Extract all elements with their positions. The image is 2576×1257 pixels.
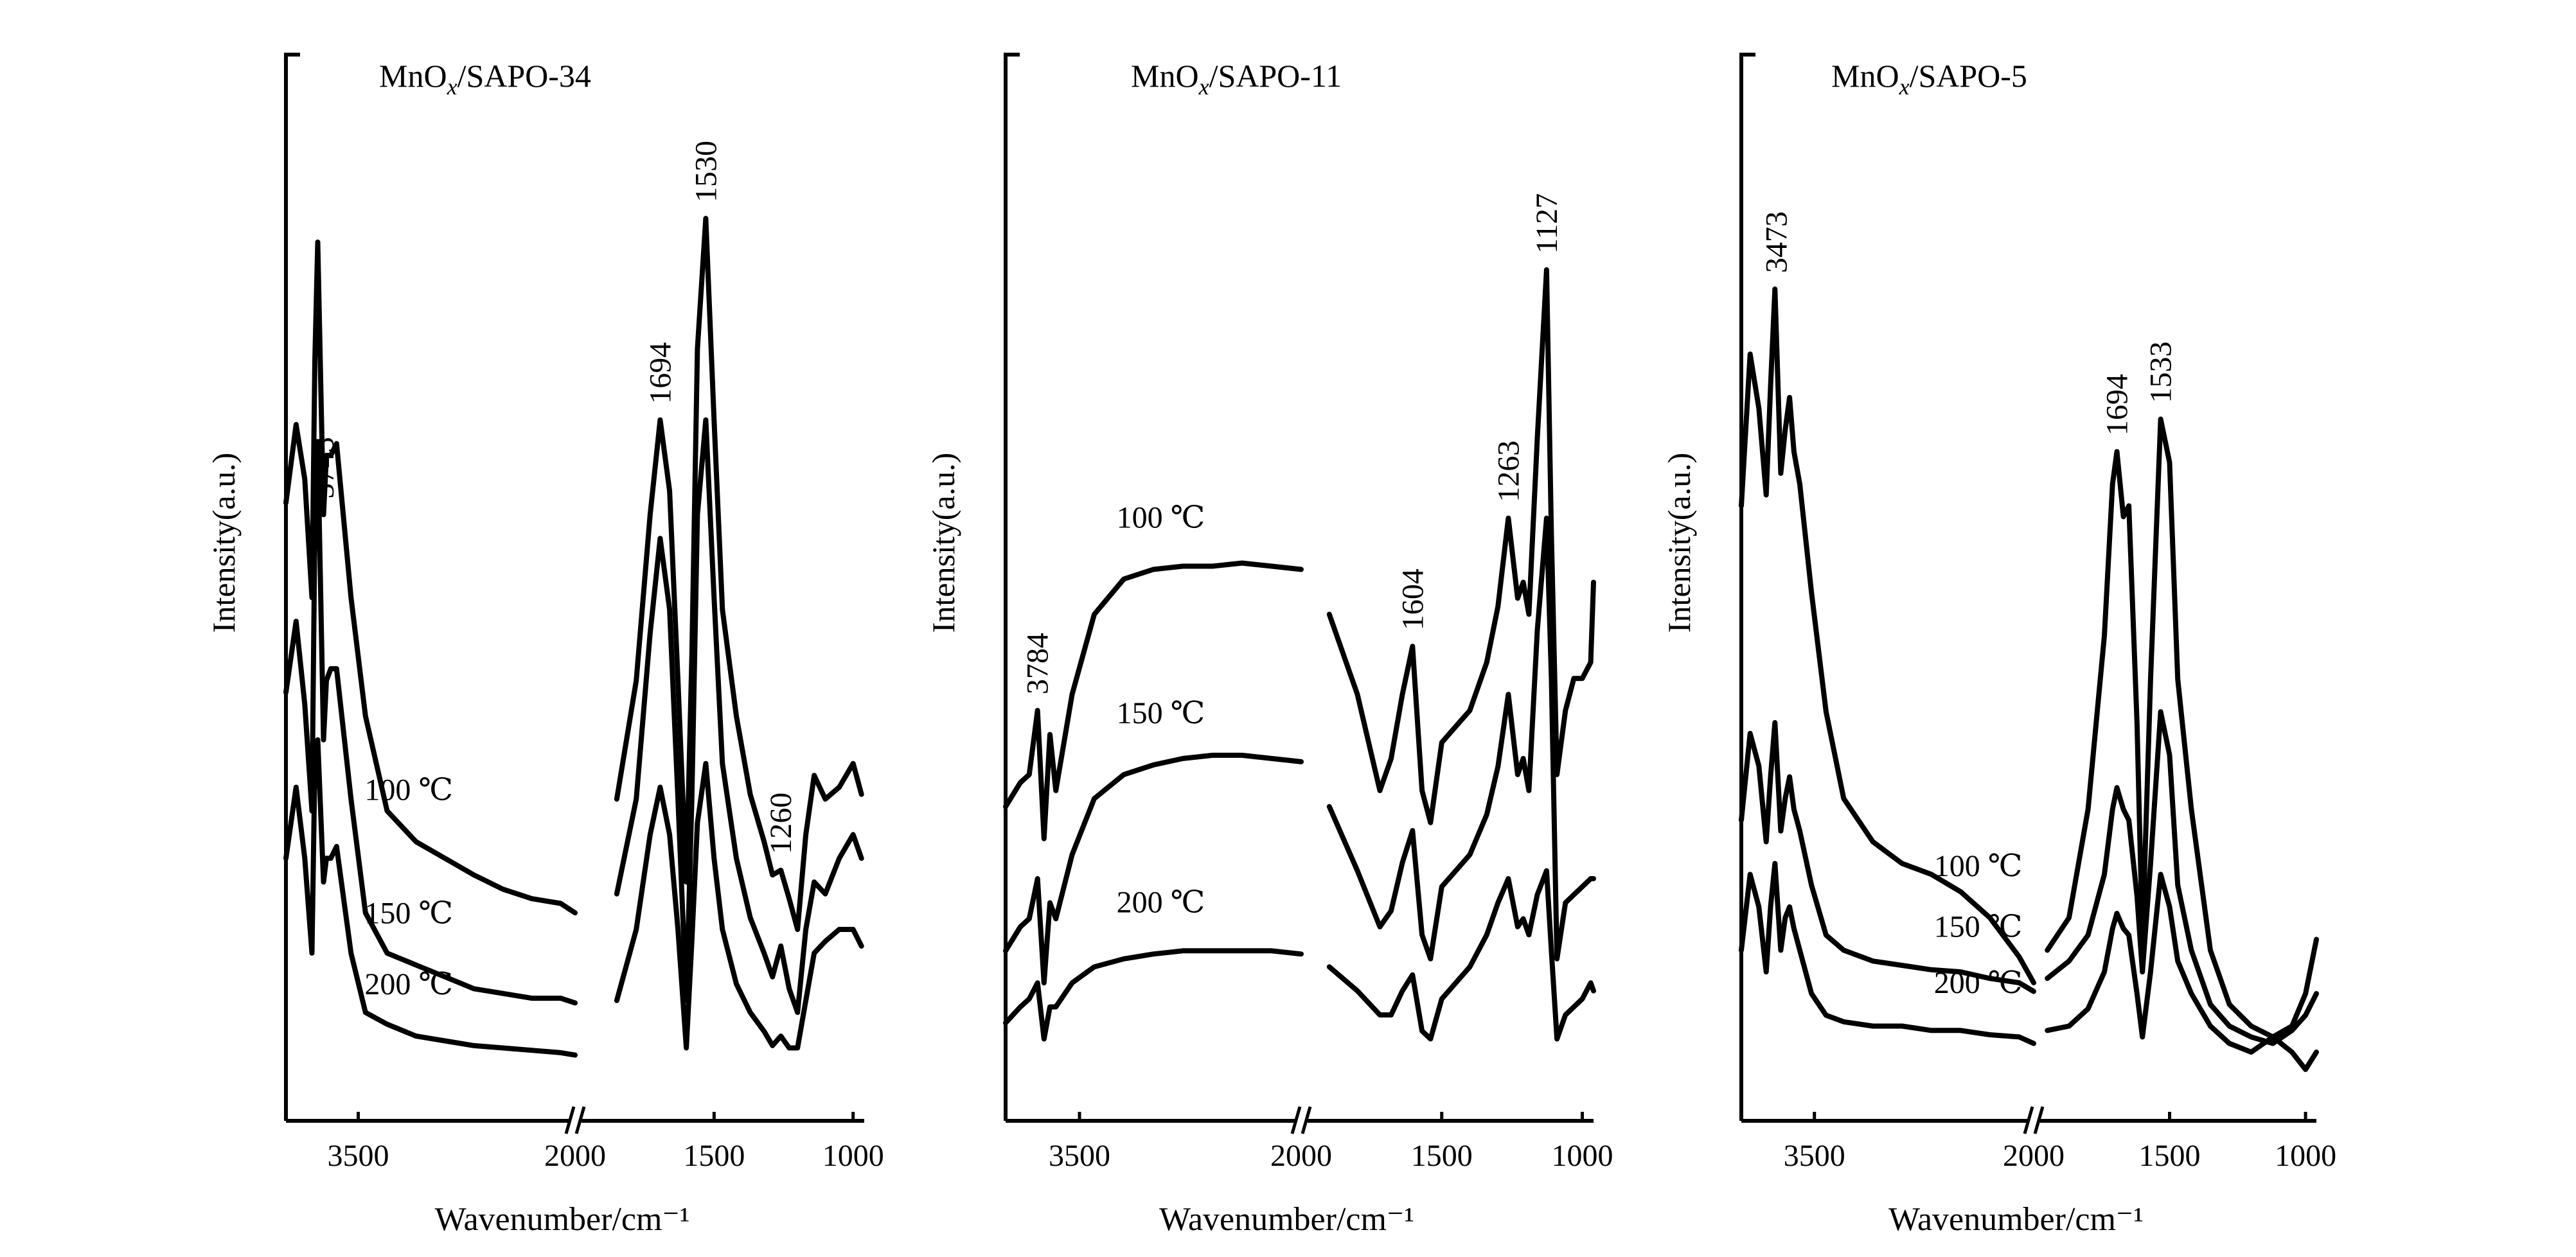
series-line-low-wavenumber (614, 417, 864, 1015)
y-axis-line (284, 53, 300, 1121)
x-tick-label: 3500 (1784, 1139, 1845, 1173)
x-tick-label: 1000 (822, 1139, 884, 1173)
series-label: 100 ℃ (1117, 501, 1205, 535)
series-label: 200 ℃ (364, 967, 453, 1001)
series-line-low-wavenumber (1326, 267, 1596, 825)
x-tick-label: 1000 (1552, 1139, 1613, 1173)
y-axis-line (1004, 53, 1020, 1121)
series-label: 200 ℃ (1117, 885, 1205, 919)
x-tick-label: 1000 (2275, 1139, 2336, 1173)
series-line-high-wavenumber (283, 737, 578, 1058)
x-axis-label: Wavenumber/cm⁻¹ (1159, 1201, 1414, 1238)
x-tick-label: 3500 (328, 1139, 389, 1173)
series-line-high-wavenumber (1003, 752, 1304, 986)
peak-annotation: 3473 (1760, 211, 1794, 273)
peak-annotation: 1263 (1491, 441, 1525, 502)
chart-title: MnOx/SAPO-5 (1831, 58, 2027, 100)
series-100C: 100 ℃ (1739, 286, 2319, 1040)
series-line-low-wavenumber (2045, 416, 2319, 1040)
x-tick-label: 3500 (1049, 1139, 1110, 1173)
chart-panel-1: 3500 2000 1500 1000 MnOx/SAPO-34 Intensity(a.… (206, 53, 884, 1238)
y-axis-label: Intensity(a.u.) (1661, 453, 1697, 633)
series-label: 150 ℃ (1117, 696, 1205, 730)
x-tick-label: 2000 (2003, 1139, 2065, 1173)
peak-annotation: 3784 (1021, 633, 1055, 694)
x-tick-label: 1500 (1411, 1139, 1473, 1173)
axis-break-mark (564, 1106, 586, 1135)
series-200C: 200 ℃ (283, 737, 864, 1058)
peak-annotation: 3743 (306, 437, 341, 498)
series-line-low-wavenumber (1326, 868, 1596, 1042)
series-line-high-wavenumber (283, 239, 578, 916)
series-line-high-wavenumber (1739, 720, 2036, 994)
peak-annotation: 1127 (1530, 193, 1564, 254)
x-tick-label: 1500 (2139, 1139, 2201, 1173)
series-label: 150 ℃ (1934, 910, 2023, 944)
series-line-low-wavenumber (2045, 709, 2319, 1046)
chart-title: MnOx/SAPO-34 (379, 58, 591, 100)
peak-annotation: 1694 (643, 342, 677, 404)
x-tick-label: 2000 (1270, 1139, 1332, 1173)
series-line-low-wavenumber (2045, 872, 2319, 1072)
series-label: 100 ℃ (364, 773, 453, 807)
series-150C: 150 ℃ (1003, 515, 1596, 986)
x-axis-label: Wavenumber/cm⁻¹ (1888, 1201, 2144, 1238)
series-150C: 150 ℃ (283, 417, 864, 1015)
series-line-low-wavenumber (614, 760, 864, 1051)
series-100C: 100 ℃ (1003, 267, 1596, 841)
series-200C: 200 ℃ (1739, 861, 2319, 1072)
chart-panel-3: 3500 2000 1500 1000 MnOx/SAPO-5 Intensity(a.u… (1661, 53, 2336, 1238)
peak-annotation: 1604 (1396, 568, 1430, 630)
series-line-low-wavenumber (614, 216, 864, 932)
series-label: 100 ℃ (1934, 849, 2023, 883)
y-axis-line (1739, 53, 1755, 1121)
series-line-low-wavenumber (1326, 515, 1596, 962)
series-label: 150 ℃ (364, 896, 453, 930)
axis-break-mark (2023, 1106, 2045, 1135)
series-200C: 200 ℃ (1003, 868, 1596, 1042)
series-line-high-wavenumber (1739, 286, 2036, 985)
peak-annotation: 1533 (2144, 342, 2178, 403)
peak-annotation: 1260 (764, 793, 798, 854)
peak-annotation: 1530 (689, 141, 723, 202)
x-tick-label: 2000 (544, 1139, 606, 1173)
series-label: 200 ℃ (1934, 966, 2023, 1000)
y-axis-label: Intensity(a.u.) (206, 453, 242, 633)
chart-panel-2: 3500 2000 1500 1000 MnOx/SAPO-11 Intensity(a.… (925, 53, 1613, 1238)
series-line-high-wavenumber (1739, 861, 2036, 1046)
y-axis-label: Intensity(a.u.) (925, 453, 961, 633)
chart-title: MnOx/SAPO-11 (1131, 58, 1342, 100)
x-tick-label: 1500 (683, 1139, 745, 1173)
axis-break-mark (1290, 1106, 1312, 1135)
series-line-high-wavenumber (1003, 948, 1304, 1042)
series-line-high-wavenumber (1003, 560, 1304, 841)
series-150C: 150 ℃ (1739, 709, 2319, 1046)
peak-annotation: 1694 (2101, 374, 2135, 435)
x-axis-label: Wavenumber/cm⁻¹ (435, 1201, 690, 1238)
